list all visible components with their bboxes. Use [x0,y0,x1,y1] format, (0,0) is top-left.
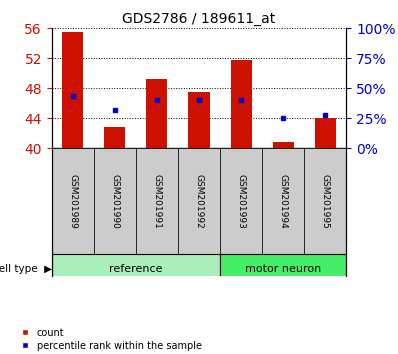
Bar [273,142,294,148]
Text: GSM201990: GSM201990 [110,173,119,228]
Text: GSM201992: GSM201992 [195,174,203,228]
Bar [178,148,220,253]
Bar [136,148,178,253]
Bar [189,92,209,148]
Bar [262,148,304,253]
Bar [315,119,336,148]
Text: GSM201994: GSM201994 [279,174,288,228]
Title: GDS2786 / 189611_at: GDS2786 / 189611_at [122,12,276,26]
Bar [94,148,136,253]
Bar [230,60,252,148]
Bar [146,79,168,148]
Bar [220,148,262,253]
Bar [62,32,83,148]
Bar [52,253,220,284]
Text: GSM201995: GSM201995 [321,173,330,228]
Bar [104,127,125,148]
Bar [52,148,94,253]
Text: reference: reference [109,264,163,274]
Text: GSM201993: GSM201993 [236,173,246,228]
Bar [304,148,346,253]
Text: GSM201989: GSM201989 [68,173,77,228]
Text: motor neuron: motor neuron [245,264,321,274]
Text: cell type  ▶: cell type ▶ [0,264,52,274]
Bar [220,253,346,284]
Text: GSM201991: GSM201991 [152,173,162,228]
Legend: count, percentile rank within the sample: count, percentile rank within the sample [21,328,202,350]
